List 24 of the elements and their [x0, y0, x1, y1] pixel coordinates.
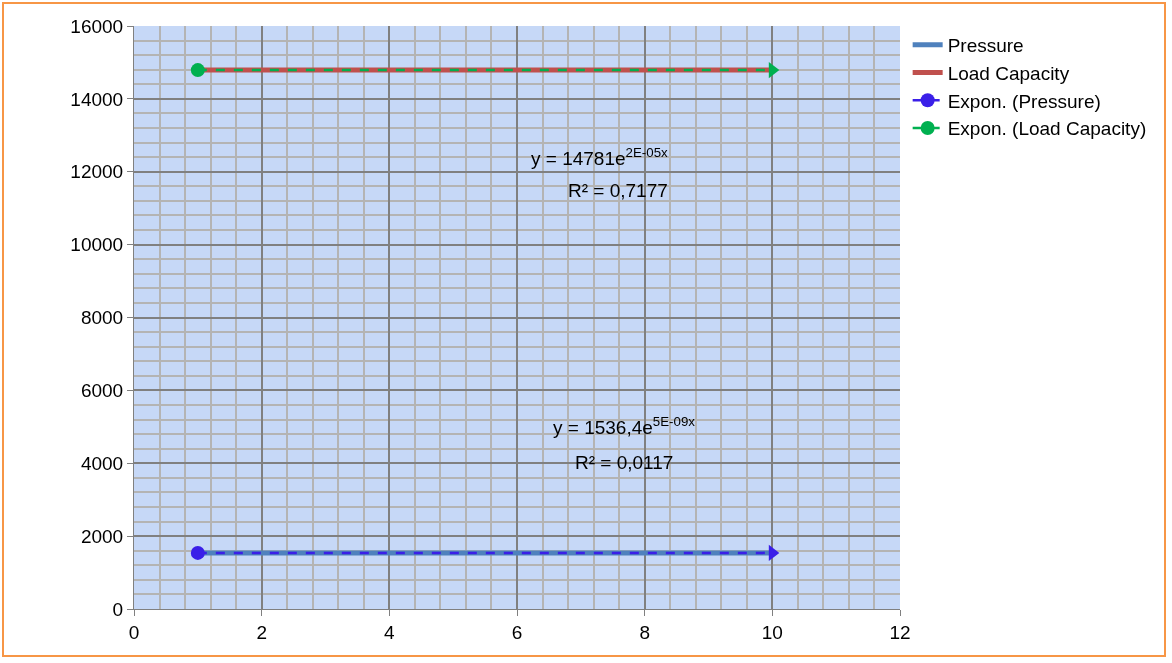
x-tick-label: 0 — [128, 621, 140, 643]
y-tick-label: 4000 — [80, 452, 124, 474]
y-tick-label: 14000 — [70, 88, 124, 110]
legend-label: Load Capacity — [947, 62, 1070, 84]
y-tick-label: 16000 — [70, 15, 124, 37]
x-tick-label: 10 — [761, 621, 783, 643]
legend-label: Expon. (Load Capacity) — [947, 118, 1147, 140]
y-tick-label: 10000 — [70, 234, 124, 256]
annotation: y = 1536,4e$^{5E-09x}$ — [553, 414, 696, 438]
annotation: R² = 0,0117 — [575, 452, 674, 473]
legend-label: Expon. (Pressure) — [947, 90, 1101, 112]
annotation: y = 14781e$^{2E-05x}$ — [531, 145, 669, 169]
x-tick-label: 12 — [889, 621, 911, 643]
y-tick-label: 2000 — [80, 525, 124, 547]
annotation: R² = 0,7177 — [568, 180, 668, 201]
x-tick-label: 6 — [511, 621, 523, 643]
x-tick-label: 2 — [256, 621, 267, 643]
x-tick-label: 8 — [639, 621, 650, 643]
y-tick-label: 6000 — [80, 380, 124, 402]
x-tick-label: 4 — [384, 621, 396, 643]
y-tick-label: 12000 — [70, 161, 124, 183]
y-tick-label: 0 — [112, 598, 124, 620]
legend-label: Pressure — [947, 35, 1024, 57]
y-tick-label: 8000 — [80, 307, 124, 329]
